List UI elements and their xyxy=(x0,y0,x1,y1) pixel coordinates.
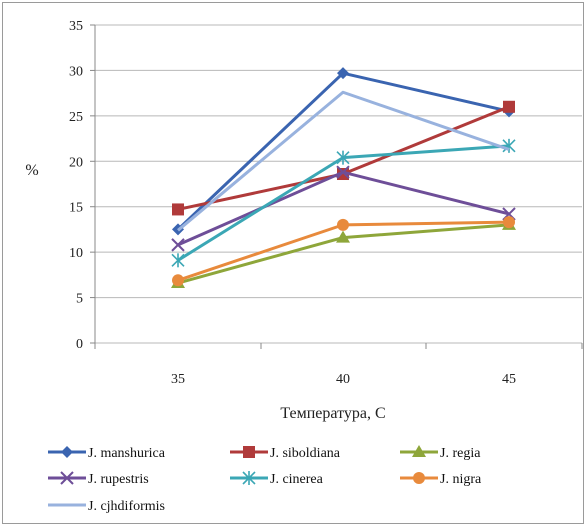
axes: 0 5 10 15 20 25 30 35 35 40 45 xyxy=(69,19,583,387)
legend-item: J. cjhdiformis xyxy=(48,499,165,514)
legend-item: J. rupestris xyxy=(48,471,149,487)
data-point xyxy=(171,253,185,268)
y-tick-label: 15 xyxy=(69,201,83,216)
x-tick-label: 40 xyxy=(336,372,350,387)
square-marker xyxy=(243,446,255,458)
x-marker-stroke xyxy=(60,471,74,485)
series-lines xyxy=(171,67,516,289)
data-point xyxy=(171,238,185,252)
y-tick-label: 25 xyxy=(69,110,83,125)
legend-item: J. manshurica xyxy=(48,446,166,461)
y-tick-label: 20 xyxy=(69,155,83,170)
legend-marker xyxy=(413,472,425,484)
y-tick-label: 0 xyxy=(76,337,83,352)
series-j--cinerea xyxy=(171,138,516,268)
legend-marker xyxy=(242,471,256,485)
legend-marker xyxy=(243,446,255,458)
legend-label: J. nigra xyxy=(440,472,482,487)
diamond-marker xyxy=(61,446,73,458)
triangle-marker xyxy=(336,230,350,243)
square-marker xyxy=(503,100,515,113)
legend-marker xyxy=(61,446,73,458)
legend-item: J. regia xyxy=(400,445,481,461)
legend-item: J. siboldiana xyxy=(230,446,341,461)
x-marker-stroke xyxy=(171,238,185,252)
legend-marker xyxy=(60,471,74,485)
legend-label: J. regia xyxy=(440,446,481,461)
data-point xyxy=(503,216,515,229)
data-point xyxy=(172,274,184,287)
y-tick-label: 35 xyxy=(69,19,83,34)
legend-label: J. manshurica xyxy=(88,446,166,461)
legend-label: J. cinerea xyxy=(270,472,324,487)
data-point xyxy=(172,203,184,216)
legend-label: J. siboldiana xyxy=(270,446,341,461)
legend-label: J. rupestris xyxy=(88,472,149,487)
circle-marker xyxy=(172,274,184,287)
series-j--cjhdiformis xyxy=(177,90,510,232)
legend-marker xyxy=(412,445,426,457)
x-axis-label: Температура, С xyxy=(280,405,385,422)
data-point xyxy=(503,100,515,113)
x-tick-label: 35 xyxy=(171,372,185,387)
series-line xyxy=(177,90,510,232)
y-tick-label: 5 xyxy=(76,292,83,307)
y-tick-label: 10 xyxy=(69,246,83,261)
legend-item: J. cinerea xyxy=(230,471,324,487)
circle-marker xyxy=(413,472,425,484)
square-marker xyxy=(337,168,349,181)
circle-marker xyxy=(337,218,349,231)
triangle-marker xyxy=(412,445,426,457)
circle-marker xyxy=(503,216,515,229)
legend-item: J. nigra xyxy=(400,472,482,487)
square-marker xyxy=(172,203,184,216)
data-point xyxy=(337,67,349,80)
series-j--nigra xyxy=(172,216,515,287)
data-point xyxy=(337,168,349,181)
x-tick-label: 45 xyxy=(502,372,516,387)
legend-label: J. cjhdiformis xyxy=(88,499,165,514)
data-point xyxy=(502,138,516,153)
legend: J. manshurica J. siboldiana J. regia J. rup… xyxy=(48,445,482,514)
data-point xyxy=(336,165,350,179)
y-axis-label: % xyxy=(25,162,38,179)
data-point xyxy=(337,218,349,231)
diamond-marker xyxy=(337,67,349,80)
x-marker-stroke xyxy=(336,165,350,179)
data-point xyxy=(336,150,350,165)
data-point xyxy=(336,230,350,243)
y-tick-label: 30 xyxy=(69,64,83,79)
